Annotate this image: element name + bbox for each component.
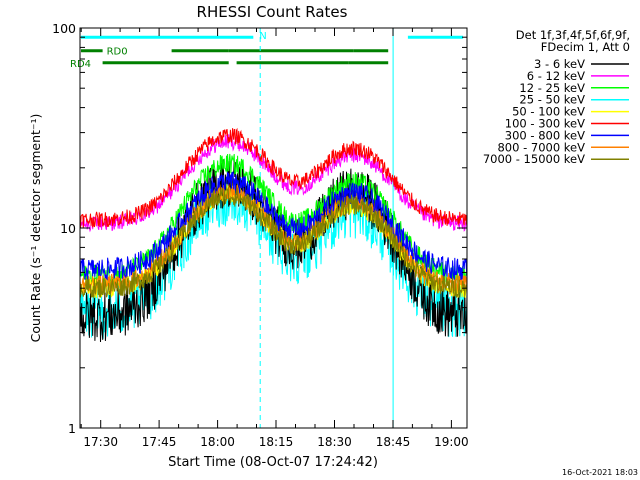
legend-label-5: 100 - 300 keV <box>505 117 585 131</box>
flag-bars: N RD0 RD4 <box>70 31 464 70</box>
series-group <box>79 127 468 343</box>
legend-label-2: 12 - 25 keV <box>519 81 585 95</box>
x-tick-label-4: 18:30 <box>317 435 352 449</box>
legend-header-line-2: FDecim 1, Att 0 <box>541 40 630 54</box>
x-tick-label-3: 18:15 <box>259 435 294 449</box>
legend-label-4: 50 - 100 keV <box>512 105 585 119</box>
legend-label-1: 6 - 12 keV <box>527 69 585 83</box>
x-axis-label: Start Time (08-Oct-07 17:24:42) <box>168 455 378 470</box>
x-tick-label-5: 18:45 <box>376 435 411 449</box>
y-axis-label: Count Rate (s⁻¹ detector segment⁻¹) <box>28 114 43 343</box>
flag-label-rd0: RD0 <box>107 47 128 58</box>
series-line-8 <box>79 186 468 299</box>
legend-label-8: 7000 - 15000 keV <box>483 152 585 166</box>
legend-label-3: 25 - 50 keV <box>519 93 585 107</box>
legend-label-6: 300 - 800 keV <box>505 128 585 142</box>
x-tick-label-2: 18:00 <box>200 435 235 449</box>
legend-label-7: 800 - 7000 keV <box>497 140 585 154</box>
x-tick-label-0: 17:30 <box>83 435 118 449</box>
y-tick-label-0: 1 <box>68 421 76 436</box>
x-tick-label-6: 19:00 <box>434 435 469 449</box>
legend-header-line-1: Det 1f,3f,4f,5f,6f,9f, <box>516 28 630 42</box>
y-tick-label-1: 10 <box>60 221 76 236</box>
y-tick-label-2: 100 <box>52 21 76 36</box>
legend: Det 1f,3f,4f,5f,6f,9f, FDecim 1, Att 0 3… <box>483 28 630 166</box>
chart-title: RHESSI Count Rates <box>197 3 348 21</box>
series-line-6 <box>79 171 468 281</box>
axes: 17:30 17:45 18:00 18:15 18:30 18:45 19:00 1 10 10… <box>52 21 469 449</box>
flag-label-n: N <box>259 31 266 42</box>
x-tick-label-1: 17:45 <box>142 435 177 449</box>
flag-label-rd4: RD4 <box>70 59 91 70</box>
series-line-5 <box>79 127 468 228</box>
legend-label-0: 3 - 6 keV <box>534 57 585 71</box>
timestamp-label: 16-Oct-2021 18:03 <box>562 468 638 477</box>
